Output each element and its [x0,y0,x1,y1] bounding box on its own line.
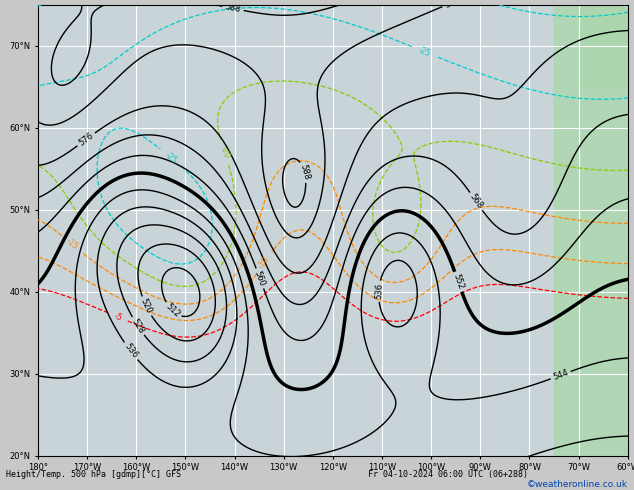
Text: -20: -20 [219,145,231,159]
Text: 552: 552 [451,273,465,291]
Text: Height/Temp. 500 hPa [gdmp][°C] GFS: Height/Temp. 500 hPa [gdmp][°C] GFS [6,470,181,479]
Text: 536: 536 [83,472,101,487]
Text: 588: 588 [298,163,311,181]
Text: -10: -10 [257,255,271,270]
Text: -25: -25 [163,150,179,165]
Text: ©weatheronline.co.uk: ©weatheronline.co.uk [527,480,628,489]
Text: -25: -25 [417,45,432,58]
Text: 544: 544 [552,368,570,382]
Text: 536: 536 [449,476,467,490]
Text: 536: 536 [374,283,384,299]
Text: -5: -5 [113,311,123,322]
Text: 584: 584 [443,0,462,10]
Text: 560: 560 [253,270,267,288]
Text: 512: 512 [164,302,181,319]
Text: 588: 588 [224,2,242,14]
Text: 576: 576 [77,131,95,148]
Text: 528: 528 [130,317,146,335]
Text: 520: 520 [139,297,154,315]
Text: 536: 536 [122,342,139,360]
Text: 568: 568 [468,192,484,211]
Text: -15: -15 [65,237,80,252]
Text: Fr 04-10-2024 06:00 UTC (06+288): Fr 04-10-2024 06:00 UTC (06+288) [368,470,527,479]
